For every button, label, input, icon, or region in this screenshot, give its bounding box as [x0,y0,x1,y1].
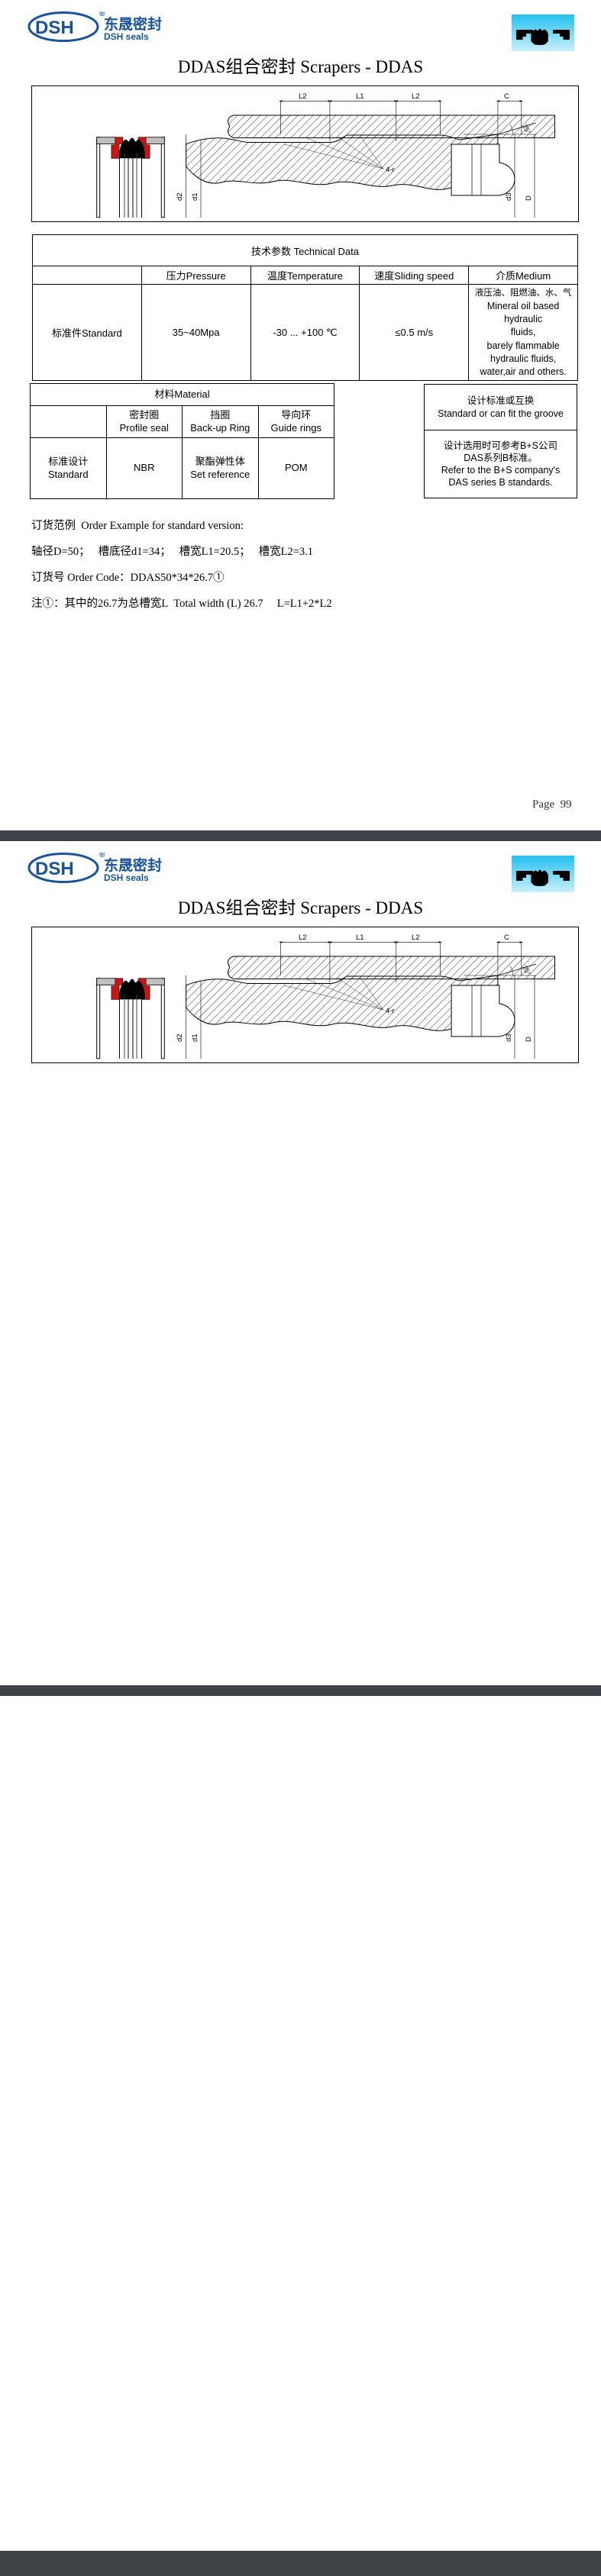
svg-text:d1: d1 [191,192,199,201]
svg-text:东晟密封: 东晟密封 [104,856,162,874]
svg-text:D: D [525,195,533,201]
svg-text:L2: L2 [299,933,307,942]
svg-text:4-r: 4-r [386,166,395,174]
svg-text:DSH seals: DSH seals [104,872,149,883]
svg-text:4-r: 4-r [386,1007,395,1015]
svg-text:d2: d2 [176,1033,184,1042]
svg-text:L1: L1 [356,92,364,101]
svg-text:东晟密封: 东晟密封 [104,15,162,33]
svg-text:d3: d3 [505,1033,513,1042]
svg-text:DSH: DSH [35,859,74,879]
svg-text:L1: L1 [356,933,364,942]
svg-text:DSH: DSH [35,18,74,38]
svg-text:D: D [525,1037,533,1042]
svg-text:d3: d3 [505,192,513,201]
svg-text:d1: d1 [191,1033,199,1042]
svg-text:C: C [504,92,509,101]
svg-text:L2: L2 [299,92,307,101]
svg-text:d2: d2 [176,192,184,201]
svg-text:C: C [504,933,509,942]
svg-text:DSH seals: DSH seals [104,31,149,42]
svg-text:L2: L2 [412,933,420,942]
svg-text:L2: L2 [412,92,420,101]
